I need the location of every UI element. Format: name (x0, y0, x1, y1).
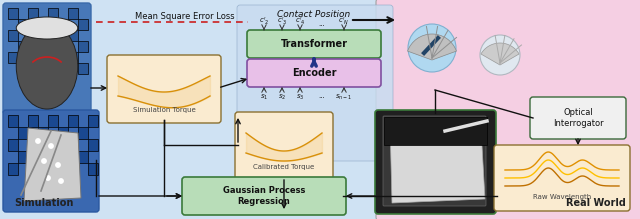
Bar (78, 19, 88, 30)
Bar (38, 151, 48, 163)
Bar (58, 19, 68, 30)
Polygon shape (24, 128, 81, 201)
Circle shape (56, 163, 60, 167)
Text: Raw Wavelength: Raw Wavelength (533, 194, 591, 200)
Bar (58, 127, 68, 139)
Bar (58, 41, 68, 52)
Bar (68, 139, 78, 151)
Circle shape (46, 176, 50, 180)
FancyBboxPatch shape (235, 112, 333, 180)
Circle shape (49, 144, 53, 148)
FancyBboxPatch shape (247, 59, 381, 87)
Bar (68, 163, 78, 175)
Bar (68, 52, 78, 63)
Text: $s_1$: $s_1$ (260, 93, 268, 102)
FancyBboxPatch shape (237, 5, 393, 161)
Bar (8, 30, 18, 41)
Bar (68, 115, 78, 127)
Bar (18, 41, 28, 52)
Bar (38, 41, 48, 52)
Circle shape (480, 35, 520, 75)
FancyBboxPatch shape (375, 110, 496, 214)
FancyBboxPatch shape (383, 116, 486, 206)
Text: Mean Square Error Loss: Mean Square Error Loss (135, 12, 235, 21)
Bar (28, 8, 38, 19)
FancyBboxPatch shape (376, 0, 640, 219)
Text: $c'_2$: $c'_2$ (259, 16, 269, 27)
Ellipse shape (16, 17, 77, 39)
Text: Gaussian Process
Regression: Gaussian Process Regression (223, 186, 305, 206)
Text: Contact Position: Contact Position (277, 10, 351, 19)
Bar (28, 30, 38, 41)
Bar (38, 63, 48, 74)
Bar (28, 139, 38, 151)
FancyBboxPatch shape (494, 145, 630, 211)
Text: ...: ... (319, 93, 325, 99)
Text: Calibrated Torque: Calibrated Torque (253, 164, 315, 170)
Text: Simulation Torque: Simulation Torque (132, 107, 195, 113)
Text: Optical
Interrogator: Optical Interrogator (553, 108, 604, 128)
Circle shape (42, 159, 46, 163)
FancyBboxPatch shape (0, 0, 381, 219)
Bar (88, 115, 98, 127)
FancyBboxPatch shape (3, 110, 99, 212)
Bar (48, 115, 58, 127)
Bar (48, 8, 58, 19)
Wedge shape (408, 34, 456, 60)
Bar (8, 139, 18, 151)
Text: $s_2$: $s_2$ (278, 93, 286, 102)
Bar (48, 30, 58, 41)
Ellipse shape (16, 23, 77, 109)
Bar (88, 139, 98, 151)
Text: ...: ... (319, 21, 325, 27)
Polygon shape (390, 123, 485, 203)
Text: Simulation: Simulation (14, 198, 74, 208)
Bar (58, 63, 68, 74)
Text: $s_{n-1}$: $s_{n-1}$ (335, 93, 353, 102)
Bar (78, 151, 88, 163)
Bar (18, 19, 28, 30)
Text: $c'_4$: $c'_4$ (294, 16, 305, 27)
Circle shape (59, 179, 63, 183)
Bar (8, 8, 18, 19)
Bar (38, 127, 48, 139)
Bar (8, 115, 18, 127)
Bar (18, 63, 28, 74)
Circle shape (408, 24, 456, 72)
FancyBboxPatch shape (3, 3, 91, 114)
Bar (68, 8, 78, 19)
FancyBboxPatch shape (247, 30, 381, 58)
Bar (78, 127, 88, 139)
Text: Encoder: Encoder (292, 68, 336, 78)
Bar (48, 163, 58, 175)
Text: $s_3$: $s_3$ (296, 93, 304, 102)
Bar (48, 52, 58, 63)
FancyBboxPatch shape (107, 55, 221, 123)
Bar (58, 151, 68, 163)
Text: $c'_N$: $c'_N$ (339, 16, 349, 27)
Bar (18, 151, 28, 163)
Bar (78, 41, 88, 52)
Circle shape (36, 139, 40, 143)
FancyBboxPatch shape (182, 177, 346, 215)
Bar (48, 139, 58, 151)
Bar (38, 19, 48, 30)
Bar (8, 52, 18, 63)
Text: Real World: Real World (566, 198, 626, 208)
Text: Transformer: Transformer (280, 39, 348, 49)
Bar (68, 30, 78, 41)
FancyBboxPatch shape (530, 97, 626, 139)
Text: $c'_3$: $c'_3$ (276, 16, 287, 27)
Bar (18, 127, 28, 139)
Bar (78, 63, 88, 74)
Bar (8, 163, 18, 175)
Wedge shape (481, 43, 519, 65)
Bar (28, 52, 38, 63)
Bar (384, 117, 487, 145)
Bar (28, 115, 38, 127)
Bar (88, 163, 98, 175)
Bar (28, 163, 38, 175)
